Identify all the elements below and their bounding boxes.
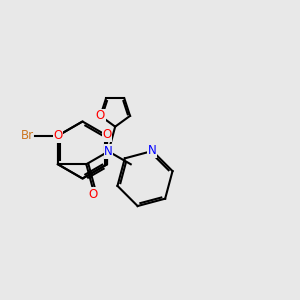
Text: Br: Br (21, 129, 34, 142)
Text: O: O (96, 110, 105, 122)
Text: N: N (104, 145, 113, 158)
Text: O: O (88, 188, 97, 201)
Text: O: O (53, 129, 62, 142)
Text: N: N (148, 145, 157, 158)
Text: O: O (103, 128, 112, 141)
